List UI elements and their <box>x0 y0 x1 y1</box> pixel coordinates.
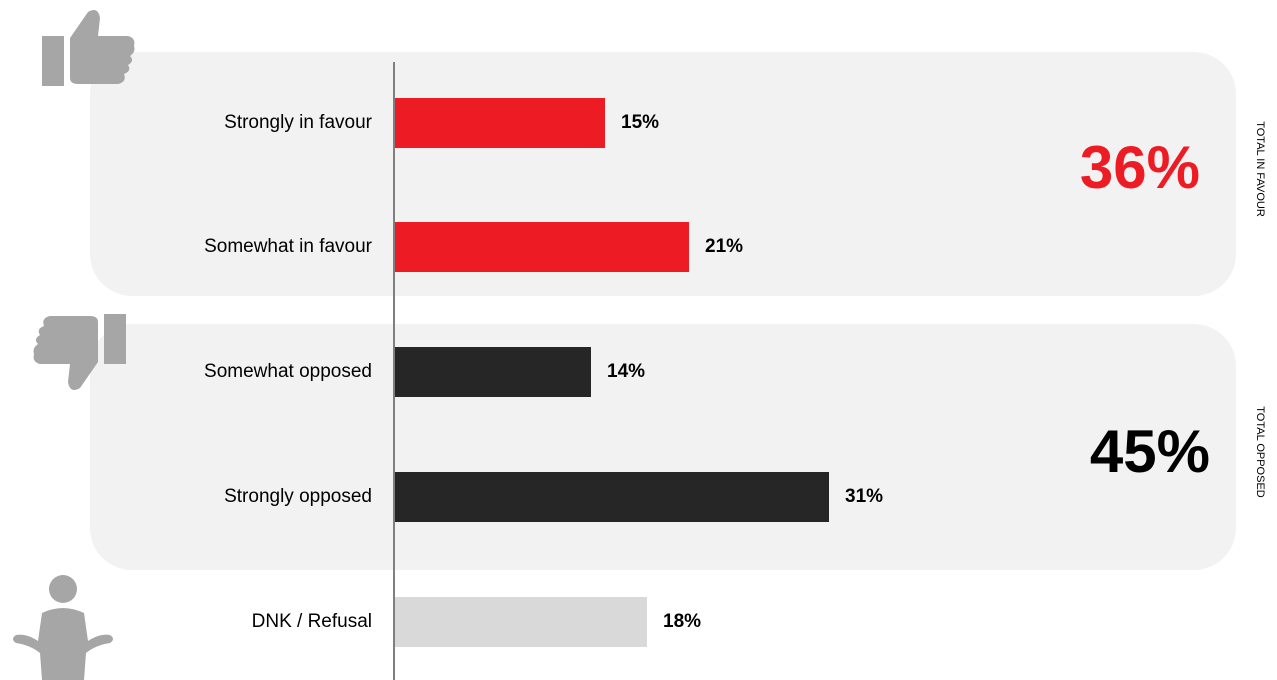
opposed-group-panel <box>90 324 1236 570</box>
value-label: 15% <box>621 112 660 133</box>
shrug-person-icon <box>13 575 113 680</box>
category-label: Somewhat in favour <box>204 236 372 257</box>
bar <box>395 347 591 397</box>
value-label: 31% <box>845 486 884 507</box>
value-label: 21% <box>705 236 744 257</box>
value-label: 14% <box>607 361 646 382</box>
category-label: Strongly in favour <box>224 112 372 133</box>
category-label: DNK / Refusal <box>251 611 372 632</box>
value-label: 18% <box>663 611 702 632</box>
bar <box>395 597 647 647</box>
thumbs-up-icon <box>42 10 135 86</box>
total-in-favour-label: TOTAL IN FAVOUR <box>1254 121 1266 217</box>
bar <box>395 222 689 272</box>
category-axis <box>393 62 395 680</box>
bar <box>395 472 829 522</box>
total-in-favour-value: 36% <box>1079 134 1200 201</box>
bar <box>395 98 605 148</box>
category-label: Strongly opposed <box>224 486 372 507</box>
total-opposed-label: TOTAL OPPOSED <box>1254 406 1266 498</box>
category-label: Somewhat opposed <box>204 361 372 382</box>
thumbs-down-icon <box>33 314 126 390</box>
total-opposed-value: 45% <box>1089 418 1210 485</box>
